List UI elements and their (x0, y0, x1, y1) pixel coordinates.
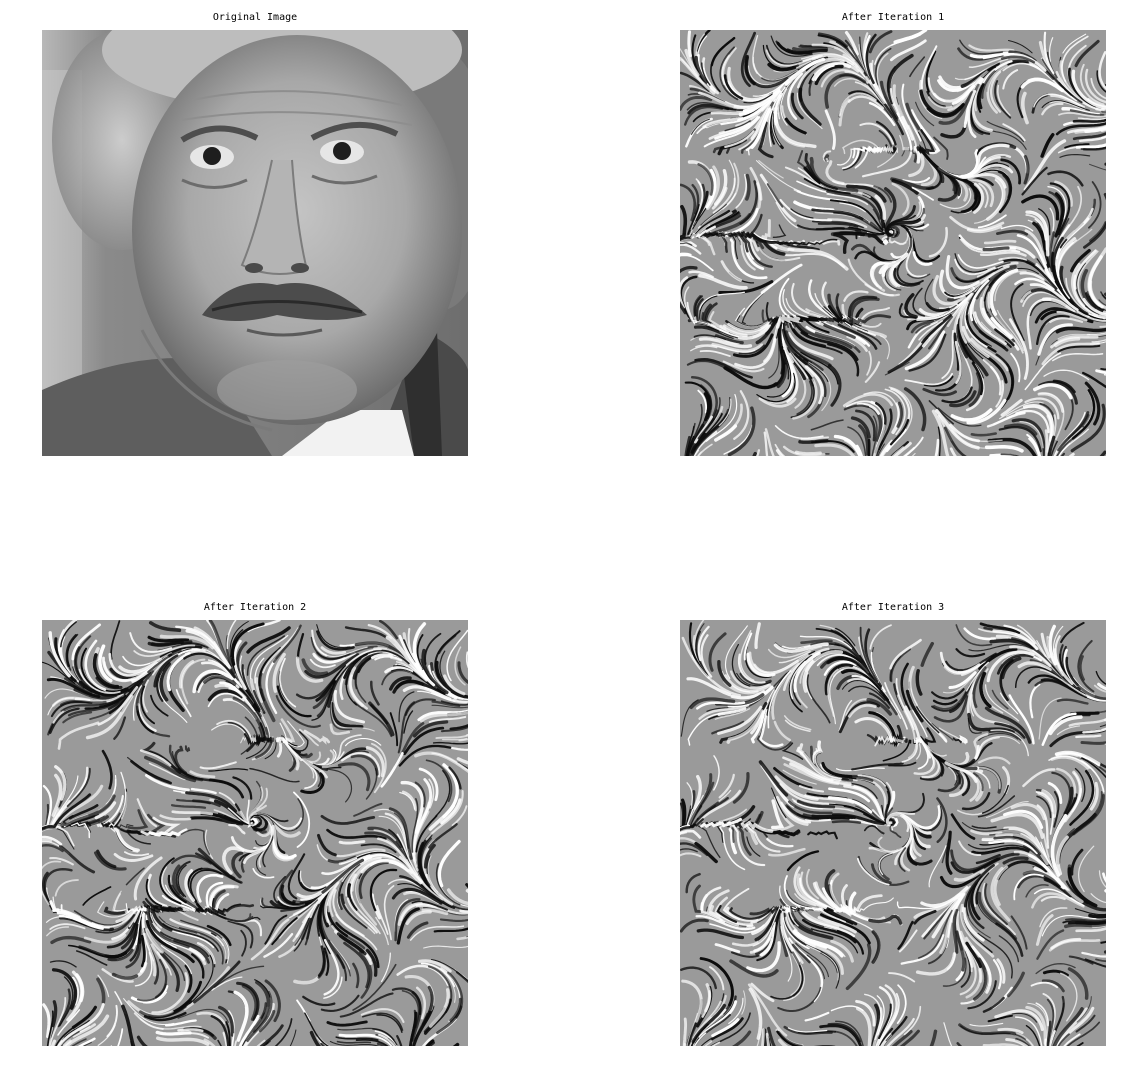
original-portrait-image (42, 30, 468, 456)
iteration-2-texture-image (42, 620, 468, 1046)
panel-title-iteration-2: After Iteration 2 (203, 602, 307, 613)
panel-title-iteration-3: After Iteration 3 (841, 602, 945, 613)
panel-title-original: Original Image (212, 12, 298, 23)
panel-title-iteration-1: After Iteration 1 (841, 12, 945, 23)
iteration-1-texture-image (680, 30, 1106, 456)
iteration-3-texture-image (680, 620, 1106, 1046)
